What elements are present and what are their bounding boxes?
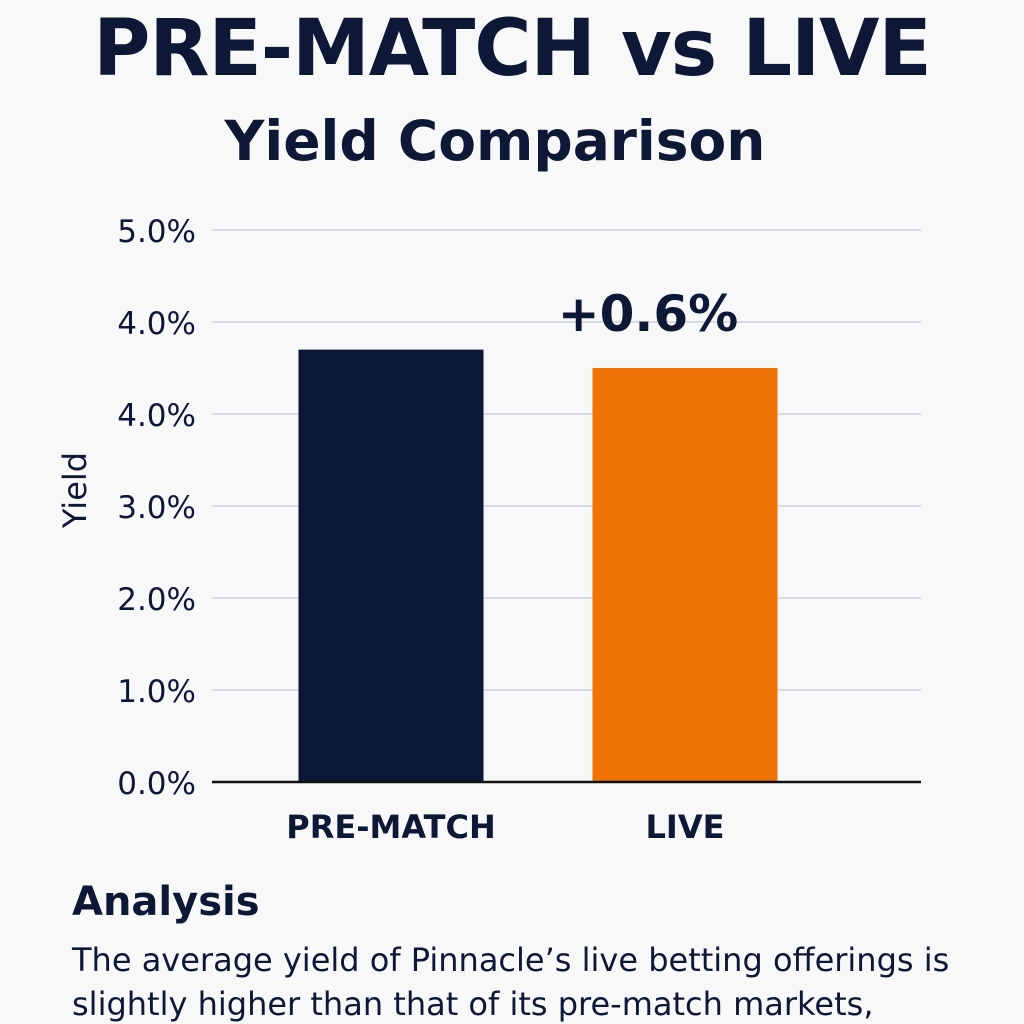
bar-live <box>592 368 778 782</box>
y-tick-label: 4.0% <box>117 306 196 342</box>
y-tick-label: 5.0% <box>117 214 196 250</box>
chart-title: PRE-MATCH vs LIVE <box>93 4 932 94</box>
y-tick-label: 0.0% <box>117 766 196 802</box>
chart-subtitle: Yield Comparison <box>224 109 766 173</box>
bar-pre-match <box>298 349 484 782</box>
difference-annotation: +0.6% <box>558 285 739 343</box>
bar-chart: 0.0% 1.0% 2.0% 3.0% 4.0% 4.0% 5.0% PRE-MATCH LI… <box>56 214 921 846</box>
analysis-text: The average yield of Pinnacle’s live bet… <box>72 941 950 1023</box>
x-category-label: PRE-MATCH <box>286 808 495 846</box>
y-tick-label: 3.0% <box>117 490 196 526</box>
x-category-label: LIVE <box>646 808 725 846</box>
y-tick-label: 1.0% <box>117 674 196 710</box>
y-tick-label: 4.0% <box>117 398 196 434</box>
y-tick-label: 2.0% <box>117 582 196 618</box>
y-axis-label: Yield <box>56 452 94 529</box>
analysis-heading: Analysis <box>72 879 260 925</box>
